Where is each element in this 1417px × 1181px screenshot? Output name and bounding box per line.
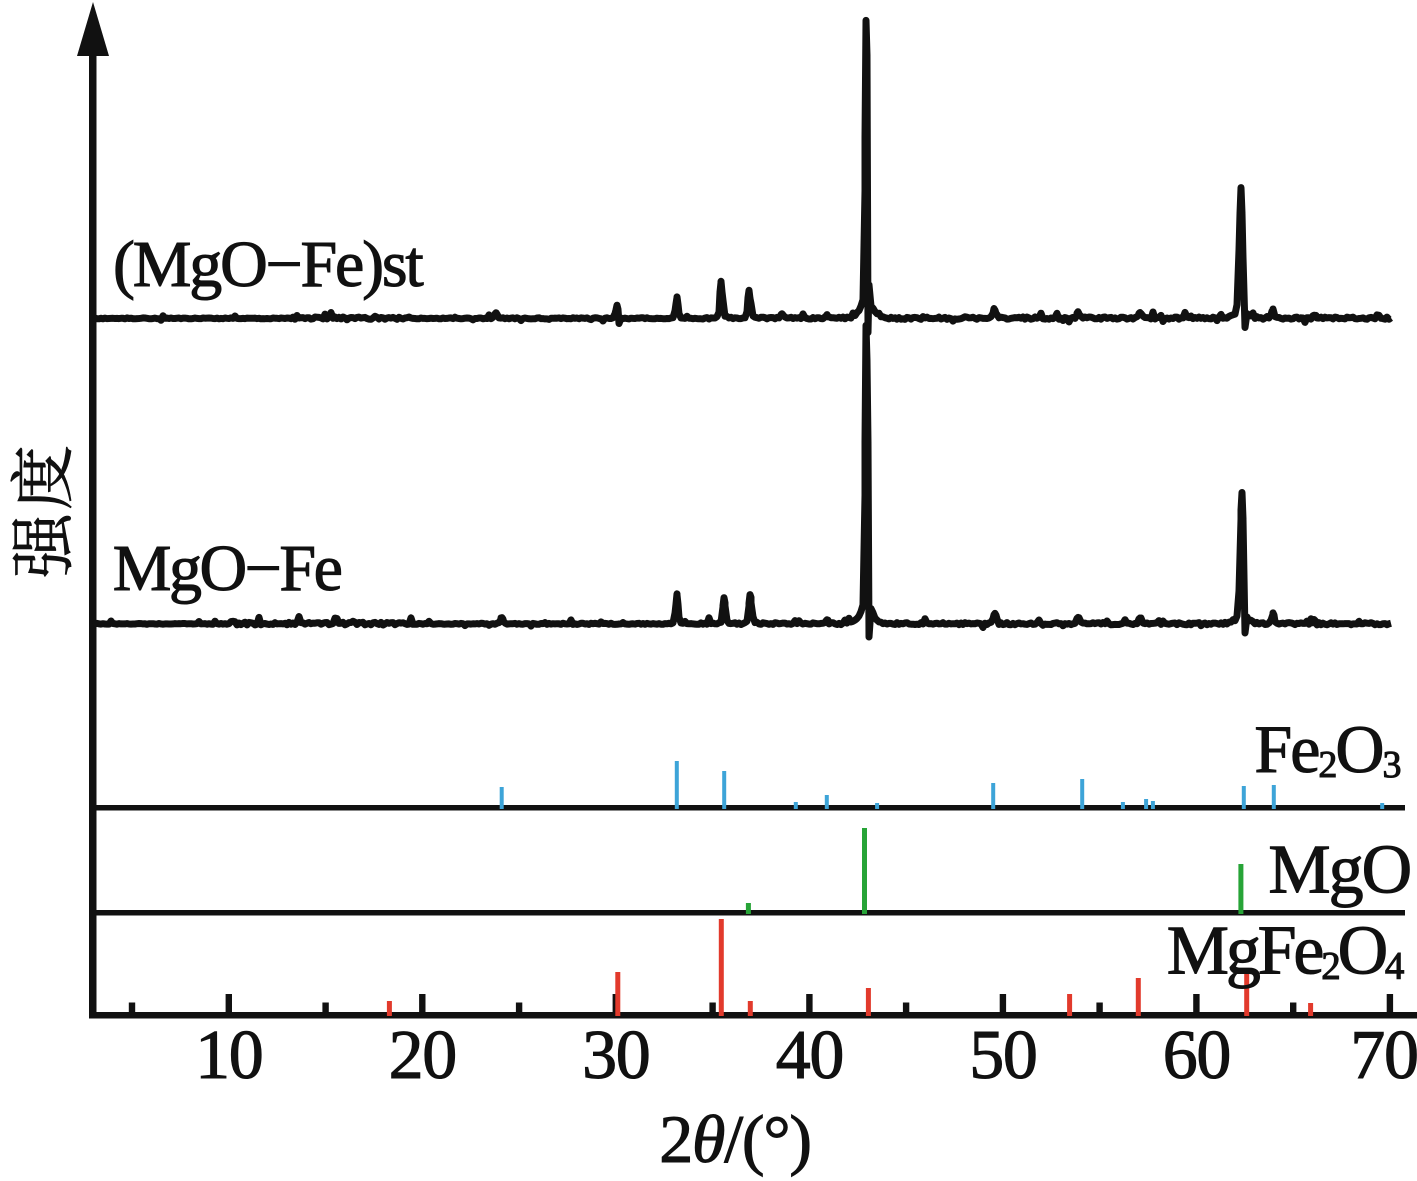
svg-text:30: 30 (582, 1017, 649, 1094)
svg-text:20: 20 (389, 1017, 456, 1094)
svg-text:(MgO−Fe)st: (MgO−Fe)st (113, 228, 423, 301)
svg-text:MgFe2O4: MgFe2O4 (1167, 912, 1404, 989)
svg-text:10: 10 (195, 1017, 262, 1094)
svg-text:70: 70 (1350, 1017, 1417, 1094)
svg-text:50: 50 (969, 1017, 1036, 1094)
svg-text:MgO−Fe: MgO−Fe (113, 532, 341, 605)
svg-text:Fe2O3: Fe2O3 (1254, 711, 1400, 787)
svg-text:60: 60 (1163, 1017, 1230, 1094)
svg-text:2θ/(°): 2θ/(°) (659, 1101, 811, 1177)
svg-text:40: 40 (776, 1017, 843, 1094)
svg-text:MgO: MgO (1268, 832, 1410, 909)
